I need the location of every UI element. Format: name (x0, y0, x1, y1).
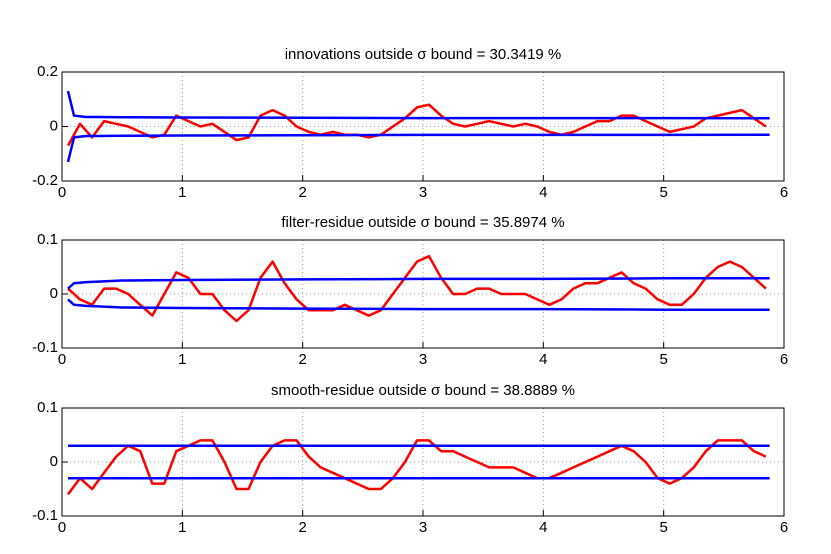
series-line (67, 254, 767, 323)
y-tick-label: 0 (50, 285, 58, 302)
chart-title: innovations outside σ bound = 30.3419 % (285, 46, 562, 63)
y-tick-label: 0 (50, 453, 58, 470)
x-tick-label: 6 (780, 519, 788, 536)
y-tick-label: 0.1 (37, 231, 58, 248)
series-line (66, 133, 770, 163)
series-line (66, 439, 767, 496)
y-tick-label: 0 (50, 117, 58, 134)
x-tick-label: 6 (780, 351, 788, 368)
y-tick-label: -0.1 (32, 507, 58, 524)
x-tick-label: 0 (58, 184, 66, 201)
chart-title: filter-residue outside σ bound = 35.8974… (281, 214, 564, 231)
x-tick-label: 2 (298, 184, 306, 201)
series-line (67, 277, 770, 290)
x-tick-label: 0 (58, 351, 66, 368)
x-tick-label: 6 (780, 184, 788, 201)
x-tick-label: 5 (659, 351, 667, 368)
x-tick-label: 3 (419, 351, 427, 368)
y-tick-label: -0.1 (32, 339, 58, 356)
x-tick-label: 4 (539, 351, 547, 368)
x-tick-label: 1 (178, 184, 186, 201)
axes-frame (61, 71, 785, 182)
x-tick-label: 5 (659, 519, 667, 536)
y-tick-label: -0.2 (32, 172, 58, 189)
x-tick-label: 1 (178, 351, 186, 368)
y-tick-label: 0.1 (37, 399, 58, 416)
x-tick-label: 4 (539, 184, 547, 201)
x-tick-label: 1 (178, 519, 186, 536)
series-line (66, 90, 770, 120)
x-tick-label: 0 (58, 519, 66, 536)
x-tick-label: 2 (298, 519, 306, 536)
x-tick-label: 3 (419, 519, 427, 536)
axes-frame (61, 407, 785, 517)
x-tick-label: 4 (539, 519, 547, 536)
x-tick-label: 5 (659, 184, 667, 201)
chart-title: smooth-residue outside σ bound = 38.8889… (271, 382, 575, 399)
axes-frame (61, 239, 785, 349)
series-line (66, 103, 767, 147)
x-tick-label: 3 (419, 184, 427, 201)
y-tick-label: 0.2 (37, 63, 58, 80)
series-line (67, 298, 770, 311)
x-tick-label: 2 (298, 351, 306, 368)
